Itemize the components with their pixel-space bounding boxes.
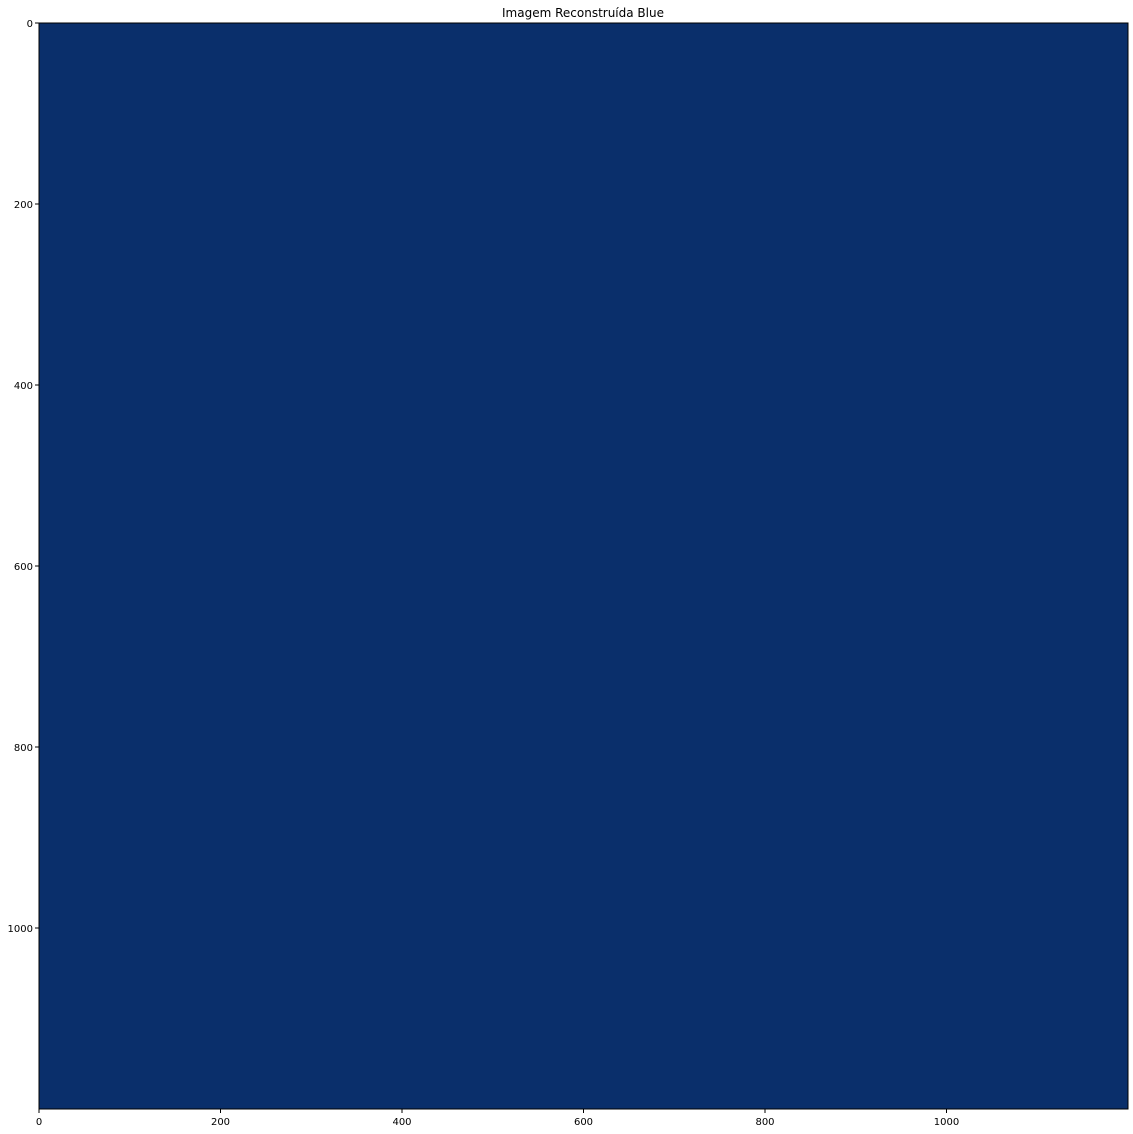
y-tick-label: 200 xyxy=(14,200,33,211)
x-tick-label: 1000 xyxy=(934,1117,959,1128)
x-axis: 0 200 400 600 800 1000 xyxy=(36,1109,959,1128)
y-tick-label: 400 xyxy=(14,381,33,392)
x-tick-label: 200 xyxy=(211,1117,230,1128)
y-tick-label: 600 xyxy=(14,562,33,573)
x-tick-label: 400 xyxy=(392,1117,411,1128)
y-tick-label: 1000 xyxy=(8,924,33,935)
x-tick-label: 0 xyxy=(36,1117,42,1128)
y-axis: 0 200 400 600 800 1000 xyxy=(8,19,39,935)
chart-title: Imagem Reconstruída Blue xyxy=(502,6,664,20)
y-tick-label: 0 xyxy=(27,19,33,30)
image-area xyxy=(39,23,1128,1109)
y-tick-label: 800 xyxy=(14,743,33,754)
x-tick-label: 800 xyxy=(755,1117,774,1128)
x-tick-label: 600 xyxy=(574,1117,593,1128)
